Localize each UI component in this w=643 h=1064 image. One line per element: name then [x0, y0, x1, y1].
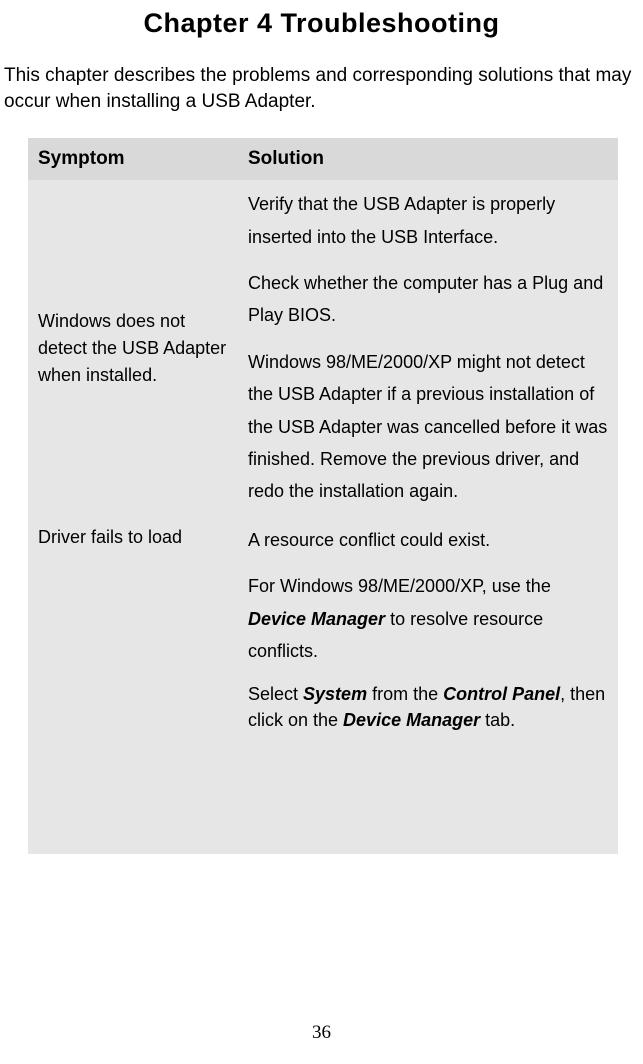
text-span: For Windows 98/ME/2000/XP, use the [248, 576, 551, 596]
bold-italic-text: Control Panel [443, 684, 560, 704]
table-row: Windows does not detect the USB Adapter … [28, 180, 618, 516]
table-row: Driver fails to load A resource conflict… [28, 516, 618, 854]
symptom-cell: Windows does not detect the USB Adapter … [28, 180, 238, 516]
solution-paragraph: Select System from the Control Panel, th… [248, 681, 608, 733]
col-header-symptom: Symptom [28, 138, 238, 180]
text-span: from the [367, 684, 443, 704]
solution-paragraph: Windows 98/ME/2000/XP might not detect t… [248, 346, 608, 508]
symptom-cell: Driver fails to load [28, 516, 238, 854]
bold-italic-text: Device Manager [248, 609, 385, 629]
chapter-title: Chapter 4 Troubleshooting [0, 8, 643, 39]
text-span: Select [248, 684, 303, 704]
text-span: tab. [480, 710, 515, 730]
solution-cell: Verify that the USB Adapter is properly … [238, 180, 618, 516]
solution-paragraph: A resource conflict could exist. [248, 524, 608, 556]
solution-paragraph: Check whether the computer has a Plug an… [248, 267, 608, 332]
troubleshooting-table: Symptom Solution Windows does not detect… [28, 138, 618, 853]
col-header-solution: Solution [238, 138, 618, 180]
solution-cell: A resource conflict could exist. For Win… [238, 516, 618, 854]
intro-paragraph: This chapter describes the problems and … [4, 63, 639, 114]
page: Chapter 4 Troubleshooting This chapter d… [0, 8, 643, 1064]
solution-paragraph: Verify that the USB Adapter is properly … [248, 188, 608, 253]
page-number: 36 [0, 1022, 643, 1044]
bold-italic-text: Device Manager [343, 710, 480, 730]
solution-paragraph: For Windows 98/ME/2000/XP, use the Devic… [248, 570, 608, 667]
table-header-row: Symptom Solution [28, 138, 618, 180]
bold-italic-text: System [303, 684, 367, 704]
